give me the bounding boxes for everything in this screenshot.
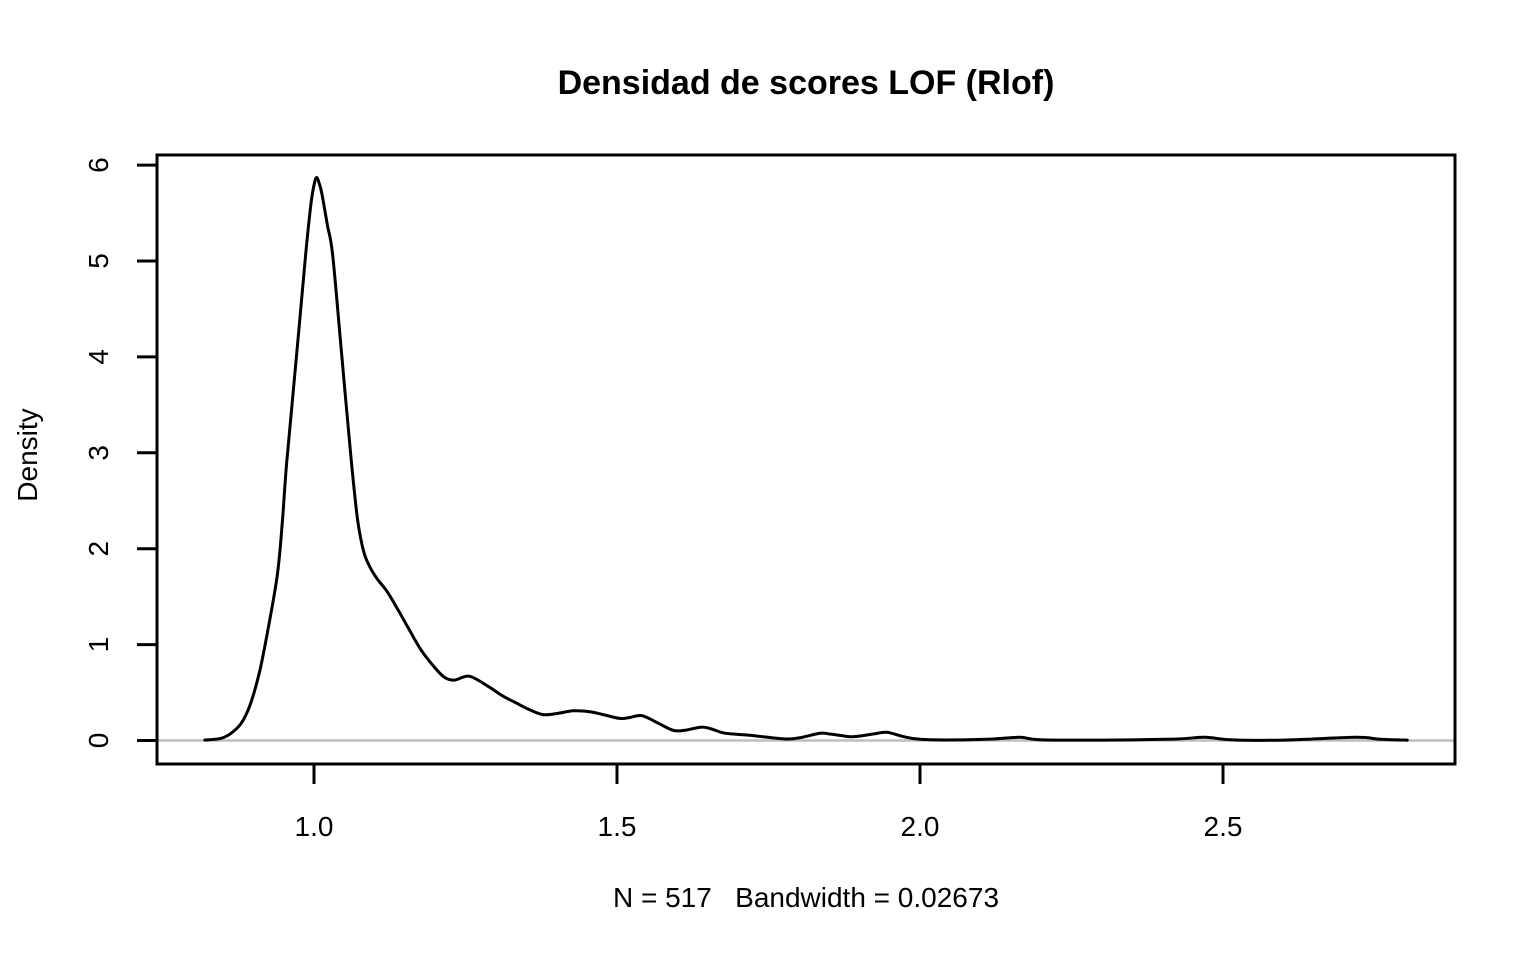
- y-tick-label: 2: [83, 541, 114, 557]
- density-curve: [203, 176, 1409, 742]
- y-tick-label: 1: [83, 637, 114, 653]
- y-tick-label: 5: [83, 253, 114, 269]
- x-tick-label: 1.0: [295, 811, 334, 842]
- x-tick-label: 1.5: [598, 811, 637, 842]
- x-tick-label: 2.0: [901, 811, 940, 842]
- y-tick-label: 4: [83, 349, 114, 365]
- y-tick-label: 0: [83, 733, 114, 749]
- x-tick-label: 2.5: [1204, 811, 1243, 842]
- y-tick-label: 3: [83, 445, 114, 461]
- x-axis-label: N = 517 Bandwidth = 0.02673: [612, 882, 1000, 913]
- plot-box: [155, 153, 1457, 766]
- y-tick-label: 6: [83, 157, 114, 173]
- chart-title: Densidad de scores LOF (Rlof): [557, 64, 1055, 102]
